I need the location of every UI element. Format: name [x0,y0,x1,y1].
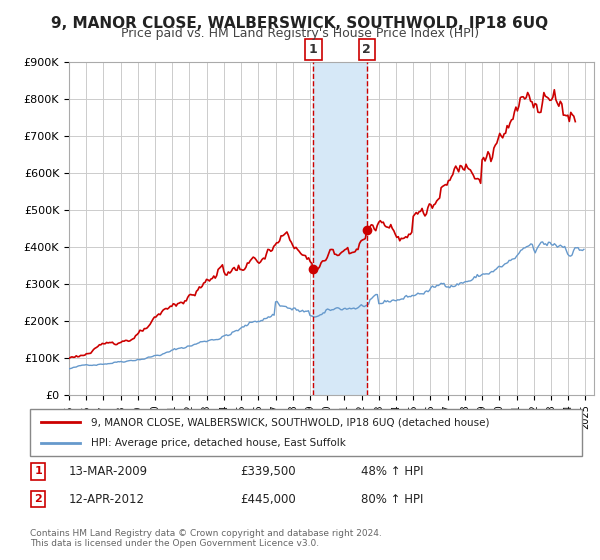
Text: 1: 1 [309,43,318,56]
Text: £445,000: £445,000 [240,493,296,506]
Bar [313,62,367,395]
Text: 9, MANOR CLOSE, WALBERSWICK, SOUTHWOLD, IP18 6UQ: 9, MANOR CLOSE, WALBERSWICK, SOUTHWOLD, … [52,16,548,31]
Text: Price paid vs. HM Land Registry's House Price Index (HPI): Price paid vs. HM Land Registry's House … [121,27,479,40]
Text: 1: 1 [34,466,42,477]
Text: 48% ↑ HPI: 48% ↑ HPI [361,465,424,478]
Text: Contains HM Land Registry data © Crown copyright and database right 2024.: Contains HM Land Registry data © Crown c… [30,529,382,538]
Text: This data is licensed under the Open Government Licence v3.0.: This data is licensed under the Open Gov… [30,539,319,548]
FancyBboxPatch shape [30,409,582,456]
Text: 2: 2 [362,43,371,56]
Text: 2: 2 [34,494,42,504]
Text: 12-APR-2012: 12-APR-2012 [68,493,145,506]
Text: 9, MANOR CLOSE, WALBERSWICK, SOUTHWOLD, IP18 6UQ (detached house): 9, MANOR CLOSE, WALBERSWICK, SOUTHWOLD, … [91,417,489,427]
Text: 80% ↑ HPI: 80% ↑ HPI [361,493,424,506]
Text: 13-MAR-2009: 13-MAR-2009 [68,465,148,478]
Text: HPI: Average price, detached house, East Suffolk: HPI: Average price, detached house, East… [91,438,346,448]
Text: £339,500: £339,500 [240,465,295,478]
